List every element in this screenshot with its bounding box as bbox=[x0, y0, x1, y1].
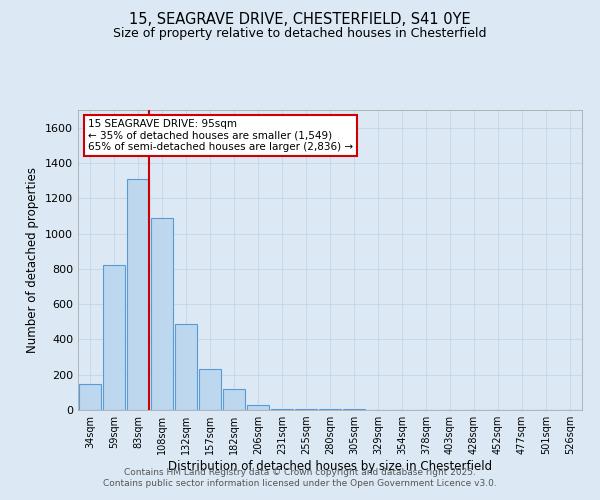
X-axis label: Distribution of detached houses by size in Chesterfield: Distribution of detached houses by size … bbox=[168, 460, 492, 473]
Bar bbox=[79, 384, 101, 410]
Text: Size of property relative to detached houses in Chesterfield: Size of property relative to detached ho… bbox=[113, 28, 487, 40]
Text: 15, SEAGRAVE DRIVE, CHESTERFIELD, S41 0YE: 15, SEAGRAVE DRIVE, CHESTERFIELD, S41 0Y… bbox=[129, 12, 471, 28]
Bar bbox=[127, 179, 149, 410]
Bar bbox=[151, 218, 173, 410]
Bar bbox=[223, 389, 245, 410]
Bar bbox=[247, 404, 269, 410]
Y-axis label: Number of detached properties: Number of detached properties bbox=[26, 167, 40, 353]
Text: Contains HM Land Registry data © Crown copyright and database right 2025.
Contai: Contains HM Land Registry data © Crown c… bbox=[103, 468, 497, 487]
Text: 15 SEAGRAVE DRIVE: 95sqm
← 35% of detached houses are smaller (1,549)
65% of sem: 15 SEAGRAVE DRIVE: 95sqm ← 35% of detach… bbox=[88, 119, 353, 152]
Bar bbox=[199, 370, 221, 410]
Bar bbox=[271, 409, 293, 410]
Bar bbox=[103, 266, 125, 410]
Bar bbox=[175, 324, 197, 410]
